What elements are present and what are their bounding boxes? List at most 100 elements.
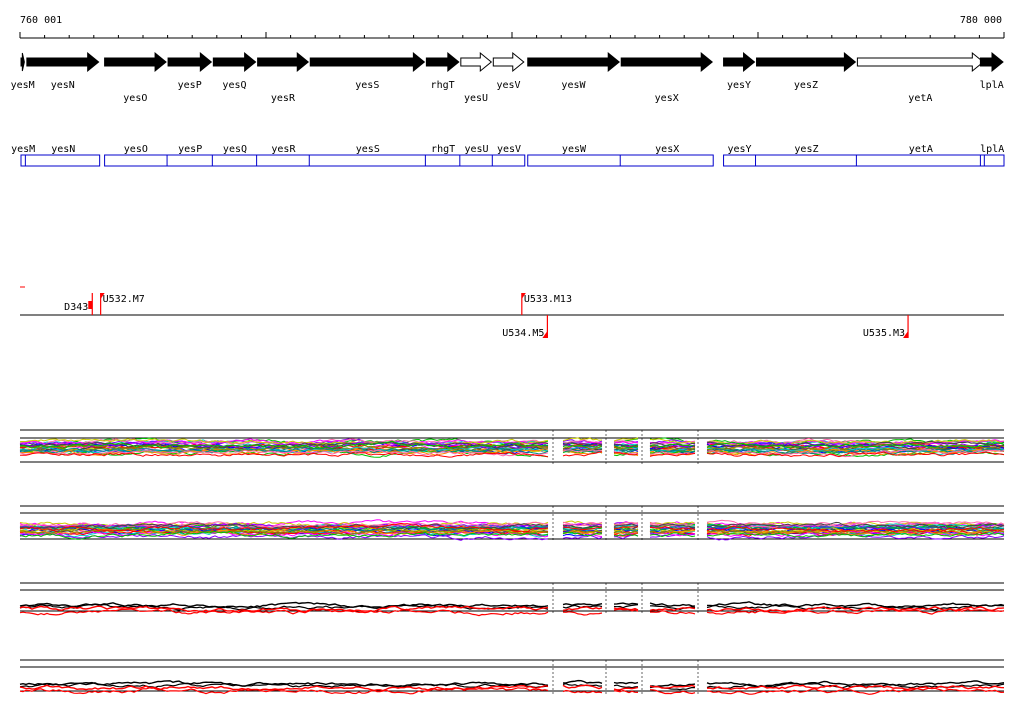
transcript-box [20,154,101,167]
gene-label: yesZ [794,80,818,91]
profile-panel [19,505,1005,542]
gene-label: yesV [496,80,520,91]
gene-label: yesP [178,80,202,91]
transcript-gene-label: yesN [51,144,75,155]
gene-arrow [979,51,1004,73]
marker-U534.M5[interactable]: U534.M5 [502,315,549,339]
gene-yesM[interactable]: yesM [11,52,35,91]
profile-trace [19,527,1004,537]
transcript-track: yesM yesN yesO yesP yesQ yesR yesS rhgT yesU yesV… [11,144,1005,167]
profile-trace [19,528,1005,537]
marker-U535.M3[interactable]: U535.M3 [863,315,909,339]
gene-rhgT[interactable]: rhgT [425,51,460,91]
gene-label: yesX [655,93,679,104]
gene-yesU[interactable]: yesU [460,51,493,104]
gene-label: yesM [11,80,35,91]
transcript-gene-label: yesW [562,144,587,155]
gene-arrow [856,51,985,73]
marker-label: U535.M3 [863,328,905,339]
marker-flag [88,301,93,309]
profile-trace [19,437,1005,446]
profile-trace [19,448,1005,458]
gene-arrow [167,51,213,73]
transcript-gene-label: yesQ [223,144,247,155]
expression-profiles [19,429,1005,695]
gene-arrow [20,52,25,72]
ruler-end-label: 780 000 [960,15,1002,26]
transcript-gene-label: yesV [497,144,521,155]
marker-flag [903,331,909,338]
marker-U532.M7[interactable]: U532.M7 [100,293,145,315]
gene-label: yesR [271,93,296,104]
transcript-gene-label: yesS [356,144,380,155]
transcript-box [104,154,526,167]
gene-label: yesW [561,80,586,91]
marker-flag [100,293,105,299]
gene-yesS[interactable]: yesS [309,51,426,91]
profile-trace-black [19,601,1005,610]
marker-flag [521,293,526,299]
marker-flag [542,331,548,338]
gene-label: yesQ [222,80,246,91]
coordinate-ruler: 760 001 780 000 [19,15,1005,39]
gene-label: yesN [51,80,75,91]
transcript-gene-label: yesX [655,144,679,155]
gene-arrow [104,51,167,73]
profile-panel [19,429,1005,465]
gene-yesX[interactable]: yesX [620,51,714,104]
gene-yesP[interactable]: yesP [167,51,213,91]
transcript-gene-label: yesO [124,144,148,155]
gene-yesO[interactable]: yesO [104,51,167,104]
transcript-gene-label: yesR [271,144,296,155]
profile-panel [19,659,1005,695]
transcript-gene-label: yetA [909,144,933,155]
gene-label: lplA [980,80,1004,91]
profile-trace-red [19,608,1005,617]
transcript-unit[interactable]: lplA [979,144,1005,167]
transcript-gene-label: lplA [980,144,1004,155]
gene-yesV[interactable]: yesV [492,51,525,91]
profile-trace-red [19,605,1005,614]
marker-label: U533.M13 [524,294,572,305]
ruler-ticks [19,32,1005,38]
profile-panel [19,582,1005,617]
transcript-gene-label: yesM [11,144,35,155]
transcript-gene-label: yesP [178,144,202,155]
transcript-unit[interactable]: yesY yesZ yetA [723,144,985,167]
gene-yesQ[interactable]: yesQ [212,51,257,91]
gene-arrow [756,51,857,73]
profile-trace [19,522,1004,533]
transcript-box [979,154,1005,167]
transcript-unit[interactable]: yesM yesN [11,144,101,167]
gene-yesR[interactable]: yesR [257,51,310,104]
marker-track: D343 U532.M7 U533.M13 U534.M5 U535.M3 [20,286,1004,339]
marker-label: U534.M5 [502,328,544,339]
gene-arrow [26,51,100,73]
gene-yesW[interactable]: yesW [527,51,621,91]
marker-U533.M13[interactable]: U533.M13 [521,293,572,315]
profile-trace-red [19,686,1005,695]
transcript-unit[interactable]: yesO yesP yesQ yesR yesS rhgT yesU yesV [104,144,526,167]
gene-lplA[interactable]: lplA [979,51,1004,91]
transcript-gene-label: yesU [465,144,489,155]
gene-track: yesM yesN yesO yesP yesQ yesR yesS rhgT yesU yesV… [11,51,1004,104]
gene-yesZ[interactable]: yesZ [756,51,857,91]
gene-arrow [257,51,310,73]
gene-yetA[interactable]: yetA [856,51,985,104]
gene-yesY[interactable]: yesY [723,51,756,91]
gene-arrow [527,51,621,73]
marker-label: U532.M7 [103,294,145,305]
transcript-gene-label: rhgT [431,144,455,155]
transcript-gene-label: yesZ [794,144,818,155]
transcript-unit[interactable]: yesW yesX [527,144,714,167]
gene-arrow [309,51,426,73]
gene-arrow [723,51,756,73]
profile-trace [19,451,1005,458]
transcript-gene-label: yesY [727,144,751,155]
marker-D343[interactable]: D343 [64,293,93,315]
gene-label: yetA [908,93,932,104]
gene-arrow [460,51,493,73]
gene-arrow [620,51,714,73]
gene-yesN[interactable]: yesN [26,51,100,91]
